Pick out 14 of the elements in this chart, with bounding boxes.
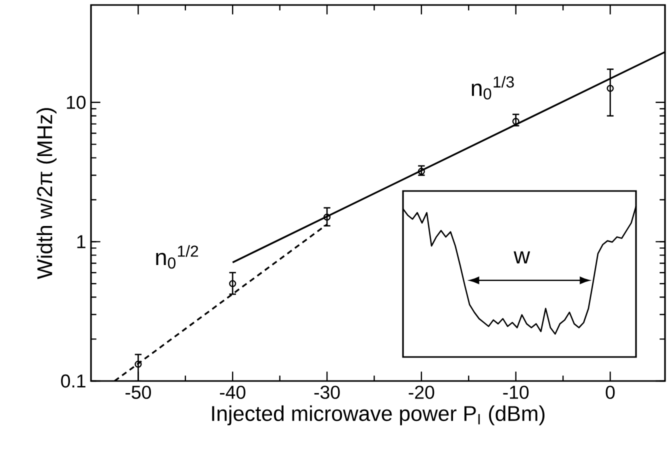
y-axis-title: Width w/2π (MHz) — [36, 108, 57, 280]
annotation: w — [514, 251, 530, 264]
annotation: n$_{0}$1/2 — [156, 245, 198, 269]
x-tick-label: 0 — [606, 386, 615, 399]
y-tick-label: 0.1 — [61, 374, 86, 388]
annotation: n$_{0}$1/3 — [472, 76, 514, 100]
x-tick-label: -50 — [126, 386, 151, 399]
x-tick-label: -10 — [503, 386, 529, 399]
y-tick-label: 1 — [77, 235, 86, 248]
x-tick-label: -30 — [314, 386, 340, 399]
x-tick-label: -40 — [220, 386, 246, 399]
y-tick-label: 10 — [66, 96, 86, 109]
x-axis-title: Injected microwave power P$_{I}$ (dBm) — [212, 405, 544, 426]
x-tick-label: -20 — [408, 386, 434, 399]
